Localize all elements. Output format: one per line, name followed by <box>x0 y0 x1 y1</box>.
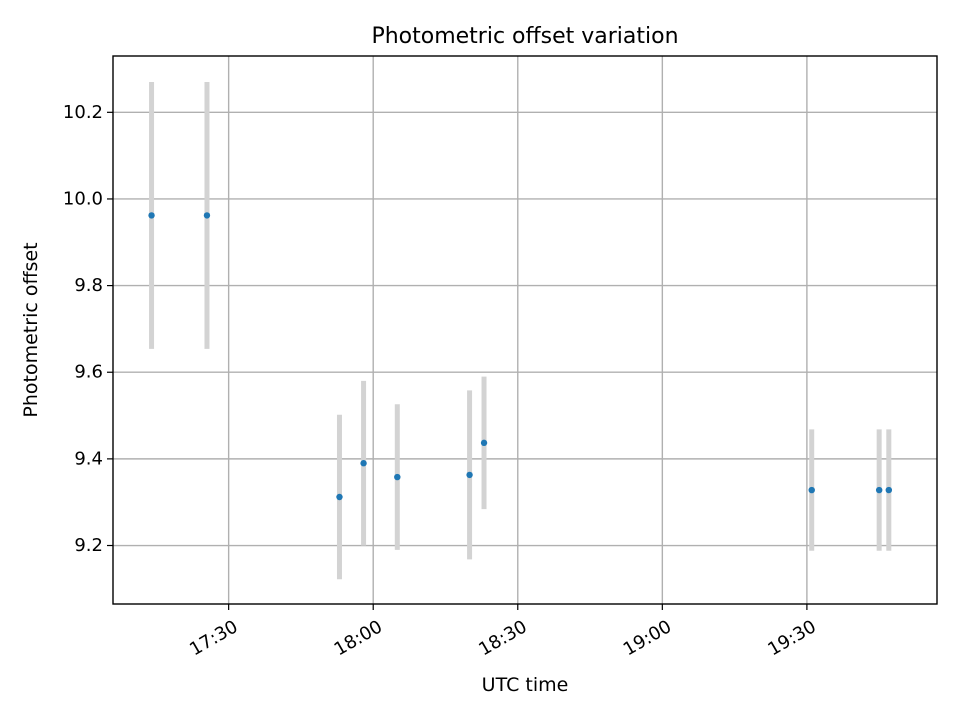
y-axis-label: Photometric offset <box>20 242 42 417</box>
y-tick-label: 9.4 <box>74 448 103 469</box>
y-tick-label: 10.0 <box>63 188 103 209</box>
y-tick-label: 9.2 <box>74 535 103 556</box>
data-point <box>466 471 473 479</box>
data-point <box>480 439 488 447</box>
x-axis-label: UTC time <box>482 674 569 696</box>
y-tick-label: 9.8 <box>74 275 103 296</box>
x-tick-label: 19:30 <box>764 616 819 660</box>
x-tick-label: 19:00 <box>620 616 675 660</box>
x-tick-label: 18:30 <box>475 616 530 660</box>
data-point <box>885 486 893 494</box>
x-tick-label: 17:30 <box>186 616 241 660</box>
axes-frame <box>112 55 938 605</box>
data-point <box>360 460 367 467</box>
data-point <box>148 212 155 219</box>
data-point <box>875 486 883 494</box>
error-bars <box>149 81 892 580</box>
data-point <box>394 473 401 481</box>
data-point <box>203 212 211 219</box>
x-tick-label: 18:00 <box>331 616 386 660</box>
y-tick-label: 9.6 <box>74 362 103 383</box>
data-point <box>808 486 815 494</box>
data-points <box>148 212 893 501</box>
y-tick-label: 10.2 <box>63 102 103 123</box>
axis-ticks: 17:30 18:00 18:30 19:00 19:30 9.2 9.4 9.6 9.8 10.… <box>63 102 820 661</box>
grid-lines <box>113 56 937 604</box>
data-point <box>336 493 343 501</box>
chart-title: Photometric offset variation <box>371 24 678 49</box>
